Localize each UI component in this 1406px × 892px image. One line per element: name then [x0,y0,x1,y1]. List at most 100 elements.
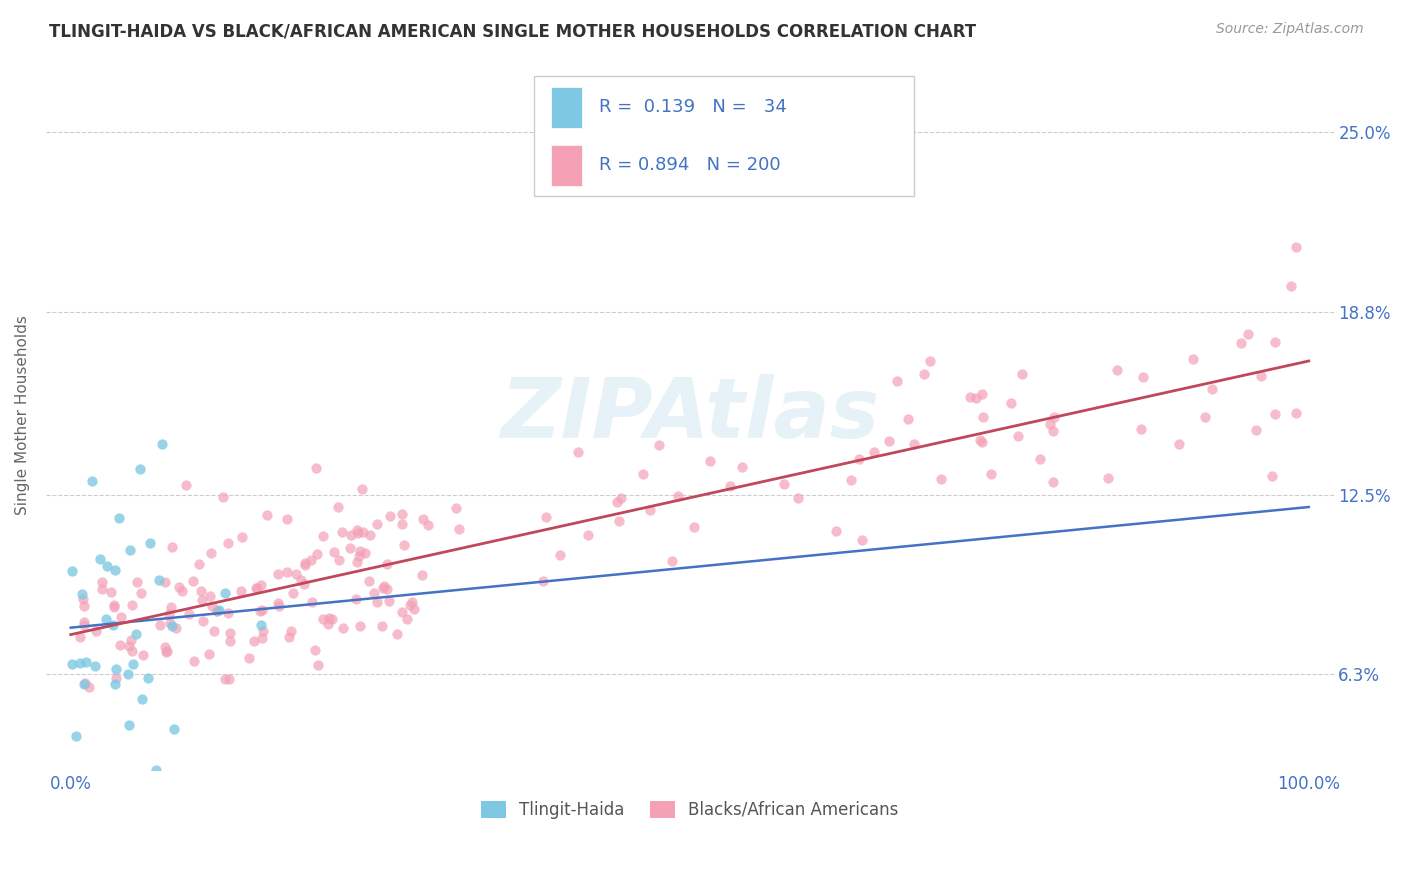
Point [200,545,222,559]
Point [366,595,388,609]
Point [606,494,628,508]
Point [404,602,426,616]
Point [328,553,350,567]
Point [122,657,145,671]
Point [218,625,240,640]
Point [359,527,381,541]
Point [316,617,339,632]
Point [969,433,991,447]
Point [567,445,589,459]
Point [929,472,952,486]
Point [418,518,440,533]
Point [371,581,394,595]
Point [699,454,721,468]
Point [877,434,900,448]
Point [187,557,209,571]
Point [256,508,278,523]
Point [250,578,273,592]
Point [281,586,304,600]
Point [839,473,862,487]
Point [170,584,193,599]
Point [160,618,183,632]
Point [138,671,160,685]
Point [70,586,93,600]
Point [155,640,177,655]
Point [1105,363,1128,377]
Point [84,624,107,639]
Point [69,657,91,671]
Point [163,723,186,737]
Point [1097,471,1119,485]
Point [83,658,105,673]
Point [1285,406,1308,420]
Point [250,603,273,617]
Point [246,581,269,595]
Point [148,618,170,632]
Point [399,598,422,612]
Point [447,522,470,536]
Point [972,409,994,424]
Point [1007,429,1029,443]
Point [304,461,326,475]
Point [304,642,326,657]
Text: R = 0.894   N = 200: R = 0.894 N = 200 [599,156,780,175]
Point [912,367,935,381]
Point [979,467,1001,481]
Point [1039,417,1062,432]
Point [730,460,752,475]
Point [245,581,267,595]
Point [349,544,371,558]
Point [73,676,96,690]
Point [292,576,315,591]
Point [218,673,240,687]
Point [110,610,132,624]
Point [238,651,260,665]
Point [94,612,117,626]
Point [1230,335,1253,350]
Point [231,530,253,544]
Point [91,582,114,597]
Point [375,557,398,571]
Point [73,615,96,629]
Point [1132,369,1154,384]
Point [103,617,125,632]
Point [375,582,398,597]
Point [202,624,225,638]
Point [191,614,214,628]
Point [787,491,810,505]
Point [1237,326,1260,341]
Point [181,574,204,588]
Point [1244,423,1267,437]
Point [392,538,415,552]
Point [396,612,419,626]
Point [211,490,233,504]
Point [159,615,181,630]
Point [103,598,125,612]
Point [1264,334,1286,349]
Point [301,595,323,609]
Text: Source: ZipAtlas.com: Source: ZipAtlas.com [1216,22,1364,37]
Point [401,594,423,608]
Point [347,549,370,563]
Point [280,624,302,639]
Point [105,662,128,676]
Point [276,512,298,526]
Point [886,374,908,388]
Point [648,438,671,452]
Point [100,584,122,599]
Point [294,556,316,570]
Point [536,510,558,524]
Point [1279,278,1302,293]
Point [117,667,139,681]
Point [972,386,994,401]
Point [718,479,741,493]
Point [157,607,180,621]
Point [332,621,354,635]
Point [825,524,848,539]
Point [91,574,114,589]
Point [353,546,375,560]
Point [576,528,599,542]
Point [349,618,371,632]
Point [1043,410,1066,425]
Point [1000,396,1022,410]
